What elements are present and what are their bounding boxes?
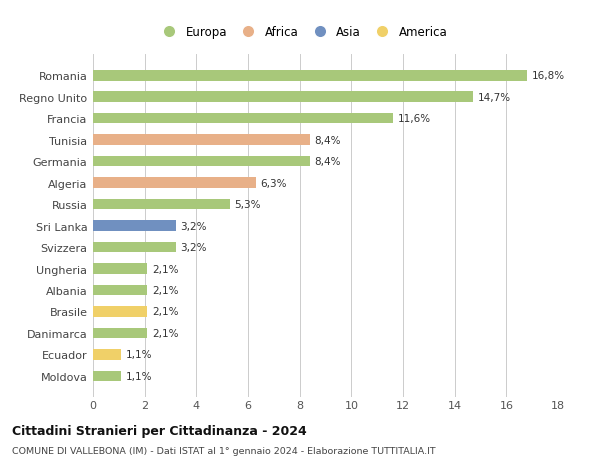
Text: 2,1%: 2,1% — [152, 285, 178, 295]
Bar — [93, 371, 121, 381]
Text: 8,4%: 8,4% — [314, 157, 341, 167]
Bar — [93, 178, 256, 189]
Bar — [93, 199, 230, 210]
Text: COMUNE DI VALLEBONA (IM) - Dati ISTAT al 1° gennaio 2024 - Elaborazione TUTTITAL: COMUNE DI VALLEBONA (IM) - Dati ISTAT al… — [12, 446, 436, 455]
Text: 14,7%: 14,7% — [478, 92, 511, 102]
Text: 11,6%: 11,6% — [397, 114, 430, 124]
Bar — [93, 221, 176, 231]
Text: 5,3%: 5,3% — [235, 200, 261, 210]
Bar — [93, 157, 310, 167]
Bar — [93, 92, 473, 103]
Text: 3,2%: 3,2% — [181, 221, 207, 231]
Bar — [93, 328, 147, 339]
Bar — [93, 349, 121, 360]
Text: 2,1%: 2,1% — [152, 328, 178, 338]
Text: 16,8%: 16,8% — [532, 71, 565, 81]
Text: 2,1%: 2,1% — [152, 307, 178, 317]
Bar — [93, 71, 527, 81]
Bar — [93, 263, 147, 274]
Text: 1,1%: 1,1% — [126, 350, 152, 360]
Bar — [93, 135, 310, 146]
Text: 6,3%: 6,3% — [260, 178, 287, 188]
Bar — [93, 307, 147, 317]
Text: 3,2%: 3,2% — [181, 242, 207, 252]
Text: 1,1%: 1,1% — [126, 371, 152, 381]
Bar — [93, 113, 392, 124]
Text: Cittadini Stranieri per Cittadinanza - 2024: Cittadini Stranieri per Cittadinanza - 2… — [12, 425, 307, 437]
Legend: Europa, Africa, Asia, America: Europa, Africa, Asia, America — [155, 23, 450, 41]
Bar — [93, 285, 147, 296]
Text: 8,4%: 8,4% — [314, 135, 341, 146]
Text: 2,1%: 2,1% — [152, 264, 178, 274]
Bar — [93, 242, 176, 253]
